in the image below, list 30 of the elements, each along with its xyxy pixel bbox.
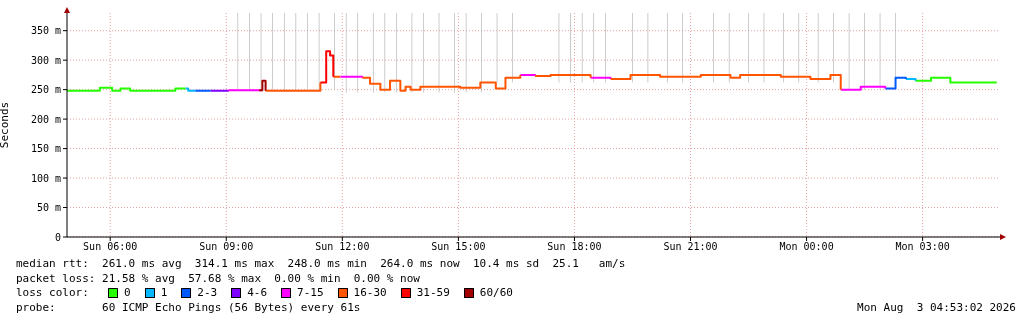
legend-label: 7-15 xyxy=(297,286,324,301)
text: packet loss: 21.58 % avg 57.68 % max 0.00 % min 0.00 % now xyxy=(16,271,421,286)
y-tick-label: 250 m xyxy=(30,84,61,96)
y-tick-label: 100 m xyxy=(30,172,61,184)
x-tick-label: Sun 18:00 xyxy=(547,241,602,253)
x-tick-label: Sun 15:00 xyxy=(431,241,486,253)
legend-title: loss color: xyxy=(16,286,90,301)
x-tick-label: Sun 12:00 xyxy=(315,241,370,253)
legend-label: 0 xyxy=(124,286,131,301)
x-tick-label: Mon 03:00 xyxy=(895,241,950,253)
text: Mon Aug 3 04:53:02 2026 xyxy=(857,300,1016,315)
legend-label: 60/60 xyxy=(479,286,513,301)
x-tick-label: Sun 21:00 xyxy=(663,241,718,253)
x-tick-label: Sun 09:00 xyxy=(199,241,254,253)
legend-label: 4-6 xyxy=(247,286,268,301)
text: median rtt: 261.0 ms avg 314.1 ms max 248.0 ms min 264.0 ms now 10.4 ms sd 25.1 am/s xyxy=(16,257,627,272)
y-tick-label: 150 m xyxy=(30,143,61,155)
y-axis-title: Seconds xyxy=(0,101,11,149)
x-tick-label: Mon 00:00 xyxy=(779,241,834,253)
y-tick-label: 0 xyxy=(54,231,61,243)
y-tick-label: 50 m xyxy=(36,202,61,214)
x-tick-label: Sun 06:00 xyxy=(83,241,138,253)
legend-label: 2-3 xyxy=(197,286,218,301)
text: probe: 60 ICMP Echo Pings (56 Bytes) every 61s xyxy=(16,300,361,315)
y-tick-label: 350 m xyxy=(30,25,61,37)
legend-label: 16-30 xyxy=(353,286,387,301)
legend-label: 1 xyxy=(160,286,168,301)
legend-label: 31-59 xyxy=(416,286,450,301)
y-tick-label: 200 m xyxy=(30,113,61,125)
y-tick-label: 300 m xyxy=(30,54,61,66)
